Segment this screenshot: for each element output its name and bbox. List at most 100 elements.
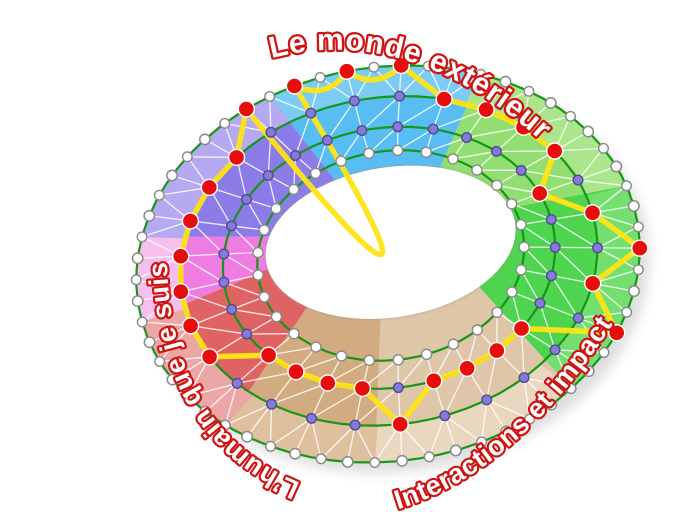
- score-node-light-tan[interactable]: [425, 372, 443, 390]
- score-node-red[interactable]: [259, 346, 278, 364]
- outer-ring-node[interactable]: [598, 142, 610, 154]
- score-node-purple[interactable]: [200, 178, 219, 197]
- outer-ring-node[interactable]: [500, 425, 513, 438]
- score-node-bright-green[interactable]: [584, 274, 602, 293]
- inner-ring-node[interactable]: [309, 167, 322, 180]
- level2-node[interactable]: [226, 303, 238, 315]
- level3-node[interactable]: [572, 312, 584, 324]
- score-node-light-tan[interactable]: [458, 359, 476, 377]
- level3-node[interactable]: [549, 344, 561, 356]
- inner-ring-node[interactable]: [518, 241, 530, 253]
- outer-ring-node[interactable]: [610, 160, 623, 173]
- level2-node[interactable]: [225, 220, 237, 232]
- outer-ring-node[interactable]: [219, 419, 231, 431]
- level3-node[interactable]: [265, 126, 277, 138]
- outer-ring-node[interactable]: [130, 274, 142, 286]
- inner-ring-node[interactable]: [506, 286, 518, 298]
- inner-ring-node[interactable]: [335, 350, 348, 362]
- inner-ring-node[interactable]: [491, 179, 503, 192]
- score-node-light-tan[interactable]: [488, 341, 506, 360]
- inner-ring-node[interactable]: [258, 224, 270, 236]
- level3-node[interactable]: [592, 242, 604, 254]
- outer-ring-node[interactable]: [136, 231, 148, 243]
- outer-ring-node[interactable]: [565, 110, 577, 122]
- inner-ring-node[interactable]: [420, 146, 432, 158]
- outer-ring-node[interactable]: [544, 96, 557, 109]
- outer-ring-node[interactable]: [621, 180, 633, 192]
- level3-node[interactable]: [305, 107, 317, 119]
- level3-node[interactable]: [349, 419, 361, 431]
- outer-ring-node[interactable]: [265, 440, 277, 452]
- outer-ring-node[interactable]: [289, 447, 302, 460]
- level2-node[interactable]: [356, 124, 368, 136]
- inner-ring-node[interactable]: [270, 202, 282, 215]
- level2-node[interactable]: [218, 276, 230, 288]
- outer-ring-node[interactable]: [199, 405, 212, 418]
- outer-ring-node[interactable]: [153, 189, 165, 201]
- level3-node[interactable]: [481, 394, 493, 406]
- score-node-light-tan[interactable]: [391, 415, 409, 433]
- score-node-bright-green[interactable]: [512, 319, 531, 338]
- level2-node[interactable]: [515, 164, 527, 176]
- inner-ring-node[interactable]: [471, 164, 483, 176]
- inner-ring-node[interactable]: [447, 338, 460, 350]
- level2-node[interactable]: [392, 382, 404, 394]
- outer-ring-node[interactable]: [582, 125, 595, 138]
- outer-ring-node[interactable]: [545, 398, 558, 411]
- outer-ring-node[interactable]: [628, 285, 640, 298]
- outer-ring-node[interactable]: [524, 413, 536, 425]
- score-node-pink[interactable]: [171, 247, 190, 265]
- outer-ring-node[interactable]: [368, 61, 380, 73]
- inner-ring-node[interactable]: [506, 198, 518, 210]
- level3-node[interactable]: [306, 412, 318, 424]
- score-node-dark-tan[interactable]: [353, 379, 372, 398]
- outer-ring-node[interactable]: [182, 390, 194, 402]
- score-node-blue[interactable]: [435, 90, 453, 108]
- score-node-pink[interactable]: [172, 283, 190, 301]
- score-node-blue[interactable]: [338, 62, 356, 80]
- level2-node[interactable]: [218, 248, 230, 260]
- inner-ring-node[interactable]: [310, 341, 322, 353]
- score-node-dark-tan[interactable]: [287, 363, 305, 381]
- outer-ring-node[interactable]: [475, 68, 487, 80]
- outer-ring-node[interactable]: [621, 306, 633, 318]
- outer-ring-node[interactable]: [565, 383, 577, 395]
- score-node-purple[interactable]: [237, 100, 256, 118]
- level2-node[interactable]: [545, 270, 557, 282]
- outer-ring-node[interactable]: [181, 151, 193, 163]
- outer-ring-node[interactable]: [627, 200, 640, 212]
- outer-ring-node[interactable]: [423, 451, 435, 463]
- outer-ring-node[interactable]: [422, 60, 434, 72]
- outer-ring-node[interactable]: [632, 221, 644, 233]
- outer-ring-node[interactable]: [369, 457, 381, 469]
- level3-node[interactable]: [439, 410, 451, 422]
- inner-ring-node[interactable]: [515, 264, 527, 276]
- score-node-bright-green[interactable]: [608, 324, 626, 342]
- level2-node[interactable]: [534, 297, 546, 309]
- outer-ring-node[interactable]: [198, 133, 211, 146]
- score-node-light-green[interactable]: [531, 184, 549, 203]
- inner-ring-node[interactable]: [270, 311, 283, 323]
- level2-node[interactable]: [290, 149, 302, 161]
- score-node-purple[interactable]: [227, 148, 246, 167]
- outer-ring-node[interactable]: [476, 436, 488, 448]
- outer-ring-node[interactable]: [131, 252, 144, 265]
- outer-ring-node[interactable]: [166, 373, 179, 386]
- score-node-light-green[interactable]: [477, 100, 495, 119]
- outer-ring-node[interactable]: [396, 454, 409, 467]
- outer-ring-node[interactable]: [143, 336, 156, 349]
- inner-ring-node[interactable]: [363, 354, 375, 366]
- outer-ring-node[interactable]: [523, 85, 535, 97]
- inner-ring-node[interactable]: [491, 306, 503, 318]
- score-node-blue[interactable]: [392, 56, 410, 75]
- outer-ring-node[interactable]: [166, 169, 178, 182]
- outer-ring-node[interactable]: [136, 316, 148, 328]
- outer-ring-node[interactable]: [143, 209, 156, 222]
- score-node-light-green[interactable]: [546, 142, 564, 160]
- outer-ring-node[interactable]: [582, 365, 595, 378]
- level2-node[interactable]: [321, 134, 333, 146]
- inner-ring-node[interactable]: [515, 218, 527, 231]
- level2-node[interactable]: [549, 241, 561, 253]
- inner-ring-node[interactable]: [392, 144, 404, 157]
- score-node-light-green[interactable]: [514, 118, 533, 136]
